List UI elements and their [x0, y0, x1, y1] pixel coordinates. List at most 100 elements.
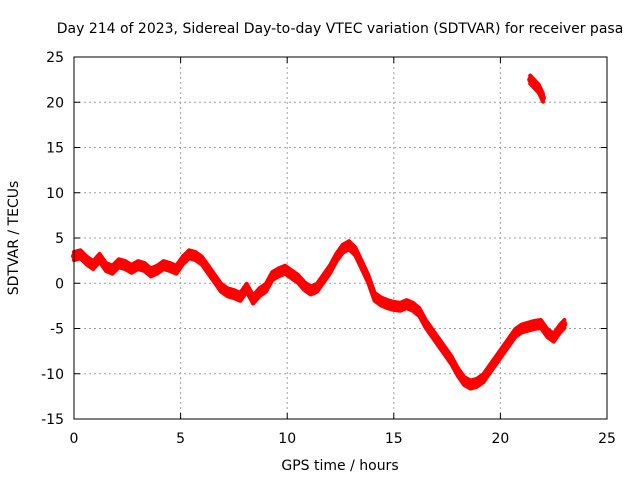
data-point [96, 254, 103, 261]
data-point [211, 275, 218, 282]
data-point [339, 245, 346, 252]
x-tick-label: 10 [278, 431, 296, 447]
data-point [531, 321, 538, 328]
y-tick-label: -5 [50, 322, 64, 338]
data-point [378, 298, 384, 305]
y-tick-label: -10 [41, 367, 64, 383]
data-point [294, 275, 301, 282]
data-point [166, 264, 173, 270]
data-point [90, 262, 97, 269]
data-point [256, 289, 263, 296]
data-point [429, 330, 436, 336]
data-point [115, 260, 122, 267]
y-tick-label: -15 [41, 412, 64, 428]
x-tick-label: 15 [385, 431, 403, 447]
data-point [352, 248, 359, 255]
data-point [282, 266, 289, 273]
data-point [198, 257, 205, 264]
data-point [109, 266, 116, 273]
data-point [518, 325, 525, 332]
data-point [205, 266, 212, 273]
data-point [403, 301, 410, 308]
data-point [435, 339, 442, 346]
data-point [320, 275, 327, 282]
x-tick-label: 5 [176, 431, 185, 447]
data-point [384, 301, 391, 308]
data-point [314, 284, 320, 291]
data-point [358, 262, 365, 269]
data-point [135, 262, 141, 269]
data-point [527, 76, 534, 83]
grid [74, 57, 607, 419]
data-point [250, 296, 257, 303]
data-point [179, 257, 186, 264]
data-point [537, 321, 544, 327]
data-point [275, 269, 282, 276]
data-point [550, 334, 557, 341]
data-point [397, 303, 404, 310]
data-point [557, 325, 564, 332]
data-point [288, 271, 295, 278]
data-point [269, 273, 276, 279]
data-point [301, 283, 308, 289]
data-point [544, 330, 551, 336]
data-point [103, 264, 109, 270]
data-point [243, 284, 250, 291]
chart-title: Day 214 of 2023, Sidereal Day-to-day VTE… [57, 21, 624, 37]
data-point [365, 275, 372, 282]
data-point [390, 302, 397, 309]
data-point [480, 375, 487, 382]
y-tick-label: 25 [46, 50, 64, 66]
y-tick-label: 15 [46, 141, 64, 157]
data-point [561, 321, 568, 327]
data-point [461, 378, 468, 384]
data-point [147, 269, 154, 276]
data-point [122, 262, 129, 269]
data-point [333, 254, 340, 261]
data-point [442, 348, 448, 355]
y-tick-label: 20 [46, 95, 64, 111]
data-point [173, 266, 180, 273]
data-point [141, 264, 148, 270]
axes: 0 5 10 15 20 25 -15 -10 -5 0 5 10 15 20 25 [41, 50, 616, 447]
data-point [154, 266, 161, 273]
data-point [371, 293, 378, 300]
data-point [237, 293, 244, 300]
data-point [192, 253, 199, 260]
y-tick-label: 5 [55, 231, 64, 247]
y-tick-label: 0 [55, 276, 64, 292]
y-tick-label: 10 [46, 186, 64, 202]
data-point [454, 368, 461, 375]
data-point [473, 379, 480, 386]
data-point [410, 303, 416, 310]
data-point [230, 291, 237, 298]
data-point [505, 339, 512, 346]
data-point [486, 366, 493, 373]
data-point [83, 257, 90, 264]
data-point [422, 321, 429, 327]
y-axis-label: SDTVAR / TECUs [6, 181, 22, 296]
data-point [186, 251, 193, 258]
x-tick-label: 25 [598, 431, 616, 447]
data-point [128, 265, 135, 272]
data-point [499, 348, 506, 355]
data-point [218, 284, 225, 291]
data-point [535, 85, 542, 92]
data-point [531, 81, 538, 88]
x-tick-label: 0 [70, 431, 79, 447]
data-point [448, 357, 455, 364]
data-point [346, 242, 352, 249]
plot-area [71, 73, 568, 391]
x-axis-label: GPS time / hours [281, 458, 398, 474]
data-point [416, 309, 423, 316]
data-point [512, 330, 519, 336]
data-point [525, 323, 532, 330]
data-point [307, 287, 314, 294]
data-point [77, 251, 84, 258]
data-point [262, 284, 269, 291]
data-point [493, 357, 500, 364]
x-tick-label: 20 [491, 431, 509, 447]
data-point [326, 266, 333, 273]
data-point [540, 94, 546, 101]
